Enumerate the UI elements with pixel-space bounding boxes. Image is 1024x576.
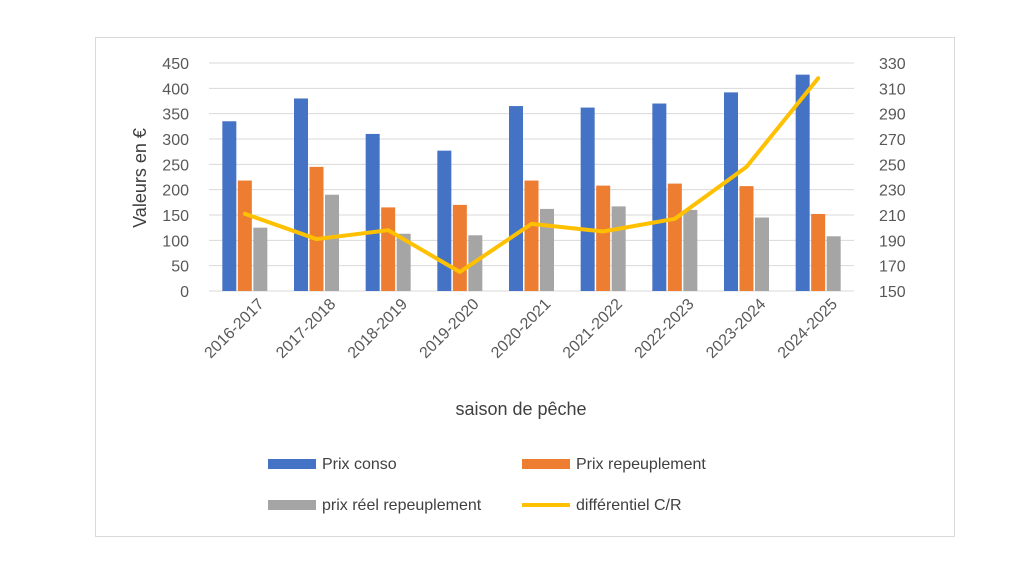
x-axis-title: saison de pêche xyxy=(455,399,586,419)
legend-label: différentiel C/R xyxy=(576,497,682,514)
legend-label: Prix repeuplement xyxy=(576,456,706,473)
y-tick-label: 450 xyxy=(162,56,189,73)
x-axis-ticks: 2016-2017 2017-2018 2018-2019 2019-2020 2020… xyxy=(202,296,842,362)
legend-label: Prix conso xyxy=(322,456,397,473)
y-tick-label: 350 xyxy=(162,107,189,124)
y2-tick-label: 190 xyxy=(879,233,906,250)
bar-prix-repeuplement-6 xyxy=(667,183,682,291)
y-tick-label: 100 xyxy=(162,233,189,250)
y2-tick-label: 210 xyxy=(879,208,906,225)
bar-prix-r-el-repeuplement-8 xyxy=(826,236,841,291)
line-point-7 xyxy=(745,165,748,169)
chart-frame: 0 50 100 150 200 250 300 350 400 450 150 170 190 210… xyxy=(95,37,955,537)
line-point-6 xyxy=(673,217,677,221)
bars xyxy=(222,74,841,292)
bar-prix-conso-3 xyxy=(437,150,452,291)
x-tick-label: 2018-2019 xyxy=(345,296,411,362)
bar-prix-repeuplement-0 xyxy=(237,180,252,291)
y-tick-label: 0 xyxy=(180,284,189,301)
bar-prix-r-el-repeuplement-0 xyxy=(253,227,268,291)
bar-prix-conso-1 xyxy=(294,98,308,291)
line-point-8 xyxy=(816,76,820,80)
line-point-3 xyxy=(458,270,462,274)
x-tick-label: 2023-2024 xyxy=(703,296,769,362)
bar-prix-conso-0 xyxy=(222,121,237,292)
legend: Prix conso Prix repeuplement prix réel rep… xyxy=(268,456,706,514)
x-tick-label: 2021-2022 xyxy=(560,296,626,362)
x-tick-label: 2017-2018 xyxy=(273,296,339,362)
y-tick-label: 400 xyxy=(162,81,189,98)
y-tick-label: 200 xyxy=(162,183,189,200)
y2-tick-label: 150 xyxy=(879,284,906,301)
y2-tick-label: 230 xyxy=(879,183,906,200)
bar-prix-r-el-repeuplement-7 xyxy=(755,217,769,291)
bar-prix-r-el-repeuplement-4 xyxy=(540,208,554,291)
line-point-4 xyxy=(530,222,533,226)
bar-prix-conso-4 xyxy=(509,106,523,291)
bar-prix-r-el-repeuplement-2 xyxy=(396,233,411,291)
y2-tick-label: 330 xyxy=(879,56,906,73)
line-point-1 xyxy=(315,237,318,241)
bar-prix-repeuplement-8 xyxy=(811,213,826,291)
bar-prix-conso-7 xyxy=(724,92,738,292)
y2-axis-ticks: 150 170 190 210 230 250 270 290 310 330 xyxy=(879,56,906,301)
line-series xyxy=(242,76,821,274)
bar-prix-repeuplement-1 xyxy=(309,166,324,291)
y2-tick-label: 290 xyxy=(879,107,906,124)
bar-prix-r-el-repeuplement-5 xyxy=(611,206,626,291)
legend-swatch xyxy=(522,459,570,469)
bar-prix-repeuplement-7 xyxy=(739,186,754,291)
bar-prix-conso-2 xyxy=(365,133,380,291)
x-tick-label: 2016-2017 xyxy=(202,296,268,362)
bar-prix-repeuplement-4 xyxy=(524,180,539,291)
y2-tick-label: 170 xyxy=(879,259,906,276)
line-point-2 xyxy=(386,228,390,232)
bar-prix-repeuplement-5 xyxy=(596,185,611,291)
bar-prix-conso-5 xyxy=(580,107,595,291)
bar-prix-conso-8 xyxy=(795,74,810,291)
y-tick-label: 150 xyxy=(162,208,189,225)
bar-prix-conso-6 xyxy=(652,103,667,292)
y-tick-label: 50 xyxy=(171,259,189,276)
y-axis-ticks: 0 50 100 150 200 250 300 350 400 450 xyxy=(162,56,189,301)
legend-swatch xyxy=(268,500,316,510)
y2-tick-label: 310 xyxy=(879,81,906,98)
bar-prix-repeuplement-2 xyxy=(381,207,396,291)
line-point-5 xyxy=(601,229,605,233)
legend-swatch xyxy=(268,459,316,469)
chart: 0 50 100 150 200 250 300 350 400 450 150 170 190 210… xyxy=(130,56,906,514)
bar-prix-r-el-repeuplement-1 xyxy=(325,194,339,291)
y-tick-label: 300 xyxy=(162,132,189,149)
line-point-0 xyxy=(243,212,247,216)
legend-label: prix réel repeuplement xyxy=(322,497,482,514)
bar-prix-repeuplement-3 xyxy=(452,204,467,291)
x-tick-label: 2024-2025 xyxy=(775,296,841,362)
y2-tick-label: 270 xyxy=(879,132,906,149)
x-tick-label: 2019-2020 xyxy=(417,296,483,362)
y2-tick-label: 250 xyxy=(879,157,906,174)
bar-prix-r-el-repeuplement-6 xyxy=(683,209,698,291)
y-axis-title: Valeurs en € xyxy=(130,128,150,228)
x-tick-label: 2020-2021 xyxy=(488,296,554,362)
x-tick-label: 2022-2023 xyxy=(632,296,698,362)
y-tick-label: 250 xyxy=(162,157,189,174)
